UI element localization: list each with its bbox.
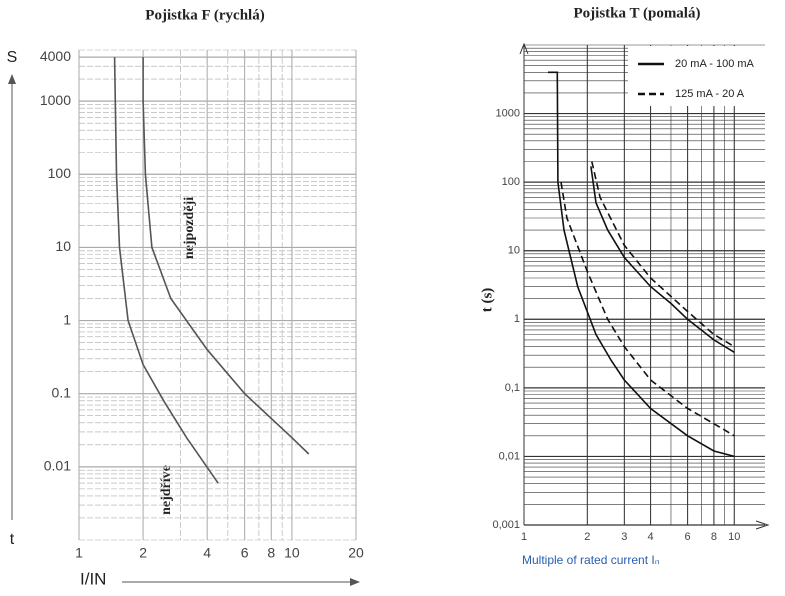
- x-tick-label: 1: [521, 531, 527, 543]
- x-tick-label: 4: [203, 545, 211, 561]
- x-tick-label: 3: [621, 531, 627, 543]
- curve: [142, 57, 310, 455]
- y-tick-label: 0,001: [492, 519, 520, 531]
- x-tick-label: 2: [584, 531, 590, 543]
- y-tick-label: 10: [508, 245, 520, 257]
- annotation: nejdříve: [159, 465, 174, 515]
- curve: [113, 57, 219, 484]
- y-axis-label: t: [10, 531, 15, 548]
- y-tick-label: 4000: [40, 48, 71, 64]
- chart-title: Pojistka F (rychlá): [145, 7, 264, 23]
- x-tick-label: 1: [75, 545, 83, 561]
- x-tick-label: 20: [348, 545, 364, 561]
- legend-label: 20 mA - 100 mA: [675, 58, 755, 70]
- x-axis-label: Multiple of rated current Iₙ: [522, 553, 660, 567]
- curve: [560, 181, 735, 437]
- y-tick-label: 0.1: [52, 384, 72, 400]
- x-tick-label: 6: [685, 531, 691, 543]
- y-tick-label: 0.01: [44, 458, 71, 474]
- annotation: nejpozději: [182, 197, 197, 259]
- x-axis-label: I/IN: [80, 569, 106, 588]
- arrow-head: [755, 520, 770, 530]
- x-tick-label: 10: [284, 545, 300, 561]
- y-axis-label: t (s): [479, 288, 495, 313]
- curve: [548, 71, 735, 458]
- arrow-head: [350, 578, 360, 586]
- curve: [591, 161, 735, 348]
- y-tick-label: 1: [63, 311, 71, 327]
- x-tick-label: 4: [648, 531, 654, 543]
- y-axis-label: S: [7, 49, 18, 66]
- y-tick-label: 10: [55, 238, 71, 254]
- x-tick-label: 2: [139, 545, 147, 561]
- arrow-head: [519, 42, 529, 55]
- x-tick-label: 8: [267, 545, 275, 561]
- legend-label: 125 mA - 20 A: [675, 88, 745, 100]
- y-tick-label: 0,01: [499, 450, 520, 462]
- y-tick-label: 100: [502, 176, 520, 188]
- chart-title: Pojistka T (pomalá): [574, 5, 701, 21]
- y-tick-label: 1000: [496, 107, 520, 119]
- legend-box: [628, 46, 766, 106]
- x-tick-label: 6: [241, 545, 249, 561]
- y-tick-label: 1: [514, 313, 520, 325]
- x-tick-label: 10: [728, 531, 740, 543]
- y-tick-label: 100: [48, 165, 72, 181]
- x-tick-label: 8: [711, 531, 717, 543]
- curve: [590, 166, 735, 353]
- y-tick-label: 0,1: [505, 382, 520, 394]
- y-tick-label: 1000: [40, 92, 71, 108]
- arrow-head: [8, 74, 16, 84]
